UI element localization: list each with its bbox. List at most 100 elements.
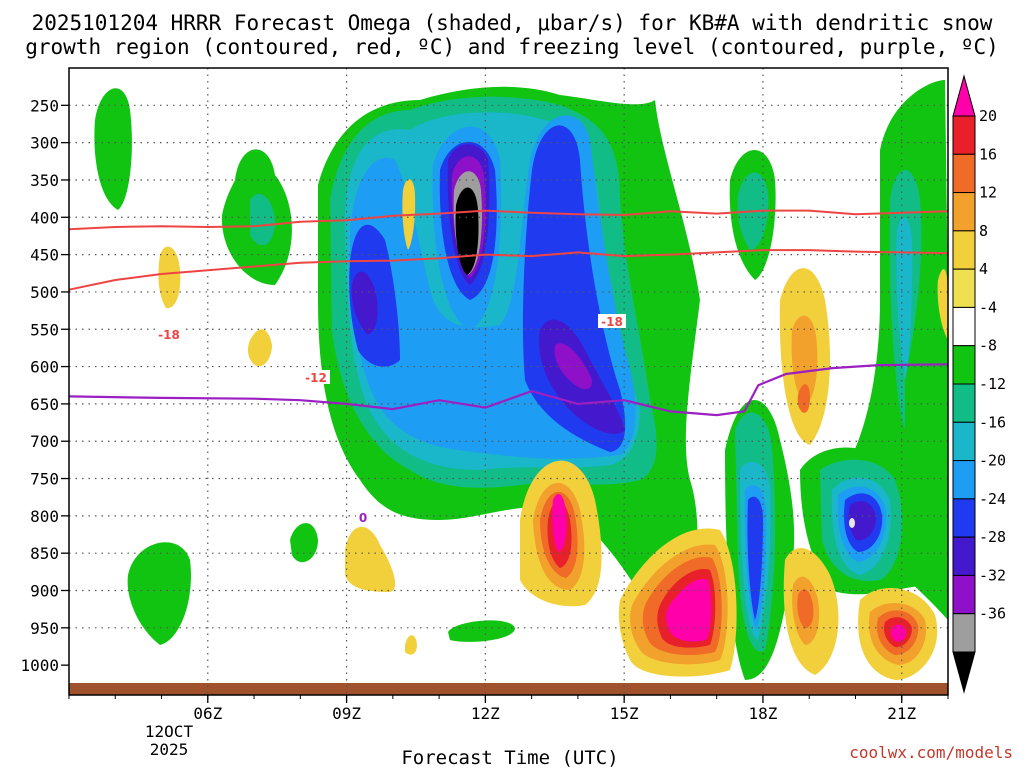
omega-region-yellow xyxy=(405,635,417,655)
chart-title-line1: 2025101204 HRRR Forecast Omega (shaded, … xyxy=(32,11,993,35)
y-tick-label: 400 xyxy=(30,208,59,227)
colorbar-tick-label: -4 xyxy=(979,298,997,316)
y-tick-label: 650 xyxy=(30,395,59,414)
colorbar-tick-label: 4 xyxy=(979,260,988,278)
y-tick-label: 800 xyxy=(30,507,59,526)
plot-frame xyxy=(68,67,949,696)
colorbar-swatch xyxy=(952,498,976,538)
y-tick-label: 300 xyxy=(30,134,59,153)
x-tick-label: 12Z xyxy=(471,704,500,723)
colorbar-top-arrow xyxy=(952,74,976,117)
omega-region-yellow xyxy=(345,526,396,592)
colorbar-tick-label: -36 xyxy=(979,605,1006,623)
colorbar-tick-label: -32 xyxy=(979,566,1006,584)
y-tick-label: 950 xyxy=(30,619,59,638)
colorbar-tick-label: 16 xyxy=(979,145,997,163)
colorbar-swatch xyxy=(952,460,976,500)
colorbar-swatch xyxy=(952,268,976,308)
x-tick-label: 18Z xyxy=(748,704,777,723)
omega-region-green xyxy=(94,88,132,210)
y-tick-label: 250 xyxy=(30,96,59,115)
omega-region-teal xyxy=(250,194,275,246)
chart-title-line2: growth region (contoured, red, ºC) and f… xyxy=(25,35,999,59)
omega-region-orangered xyxy=(797,589,814,629)
colorbar-tick-label: -8 xyxy=(979,337,997,355)
x-date-label: 2025 xyxy=(150,740,189,759)
omega-shading xyxy=(69,68,948,680)
x-tick-label: 06Z xyxy=(193,704,222,723)
x-tick-label: 15Z xyxy=(610,704,639,723)
y-tick-label: 850 xyxy=(30,544,59,563)
y-tick-label: 600 xyxy=(30,358,59,377)
colorbar-swatch xyxy=(952,306,976,347)
contour-label-bg xyxy=(356,510,370,524)
omega-region-green xyxy=(290,523,318,563)
colorbar-tick-label: -16 xyxy=(979,413,1006,431)
omega-region-darkblue xyxy=(747,496,763,620)
ground-band xyxy=(69,683,948,695)
omega-region-green xyxy=(448,620,515,642)
omega-region-yellow xyxy=(247,329,272,367)
omega-region-yellow xyxy=(158,246,181,309)
colorbar-tick-label: 20 xyxy=(979,107,997,125)
freezing-level-contour xyxy=(68,363,949,417)
omega-region-black xyxy=(455,187,479,275)
colorbar-tick-label: 12 xyxy=(979,184,997,202)
y-tick-label: 900 xyxy=(30,582,59,601)
colorbar-tick-label: -20 xyxy=(979,452,1006,470)
colorbar-bottom-arrow xyxy=(952,651,976,694)
contour-label: 0 xyxy=(359,511,367,525)
omega-region-magenta xyxy=(552,494,567,552)
omega-region-purple xyxy=(351,271,378,335)
colorbar-tick-label: -28 xyxy=(979,528,1006,546)
omega-region-orangered xyxy=(797,384,810,413)
contour-label: -12 xyxy=(305,371,327,385)
colorbar-tick-label: -12 xyxy=(979,375,1006,393)
colorbar-swatch xyxy=(952,345,976,385)
colorbar-tick-label: 8 xyxy=(979,222,988,240)
y-tick-label: 450 xyxy=(30,246,59,265)
colorbar-swatch xyxy=(952,153,976,194)
colorbar-swatch xyxy=(952,536,976,576)
omega-region-gray xyxy=(849,518,855,528)
contour-labels: -18 -18 -12 0 xyxy=(155,314,626,525)
x-axis: 06Z 09Z 12Z 15Z 18Z 21Z xyxy=(68,695,949,723)
omega-region-green xyxy=(127,542,191,645)
y-axis: 250 300 350 400 450 500 550 600 650 700 750 800 850 9… xyxy=(20,96,69,675)
dgz-upper-contour xyxy=(68,209,949,231)
x-axis-title: Forecast Time (UTC) xyxy=(401,747,618,768)
omega-region-violet xyxy=(554,343,592,390)
colorbar: 20 16 12 8 4 -4 -8 -12 -16 -20 -24 -28 -32 -36 xyxy=(952,74,1006,694)
colorbar-tick-label: -24 xyxy=(979,490,1006,508)
y-tick-label: 550 xyxy=(30,320,59,339)
omega-region-magenta xyxy=(891,624,906,642)
credit-link[interactable]: coolwx.com/models xyxy=(849,743,1013,762)
contour-label-bg xyxy=(155,327,183,341)
y-tick-label: 1000 xyxy=(20,656,59,675)
omega-region-lightblue xyxy=(896,217,913,380)
colorbar-swatch xyxy=(952,613,976,653)
y-tick-label: 350 xyxy=(30,171,59,190)
colorbar-swatch xyxy=(952,115,976,155)
x-tick-label: 09Z xyxy=(332,704,361,723)
colorbar-swatch xyxy=(952,192,976,232)
omega-region-yellow xyxy=(937,268,948,340)
x-tick-label: 21Z xyxy=(887,704,916,723)
omega-region-purple xyxy=(848,501,876,541)
contour-label: -18 xyxy=(158,328,180,342)
contour-label-bg xyxy=(598,314,626,328)
y-tick-label: 750 xyxy=(30,470,59,489)
dgz-lower-contour xyxy=(68,249,949,291)
y-tick-label: 700 xyxy=(30,432,59,451)
contour-label-bg xyxy=(302,370,330,384)
colorbar-swatch xyxy=(952,421,976,462)
y-tick-label: 500 xyxy=(30,283,59,302)
contour-label: -18 xyxy=(601,315,623,329)
colorbar-swatch xyxy=(952,383,976,423)
omega-gap xyxy=(69,68,264,76)
omega-region-orange xyxy=(791,315,818,405)
x-date-label: 12OCT xyxy=(145,722,194,741)
omega-region-magenta xyxy=(665,578,712,642)
colorbar-swatch xyxy=(952,230,976,270)
